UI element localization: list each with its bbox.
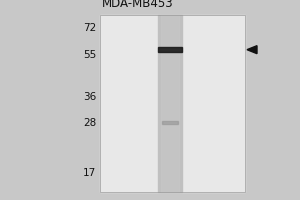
Bar [161, 15, 179, 192]
Text: 72: 72 [83, 23, 96, 33]
Polygon shape [247, 46, 257, 54]
Bar [100, 15, 245, 192]
Bar [158, 15, 182, 192]
Bar [158, 47, 182, 52]
Text: MDA-MB453: MDA-MB453 [102, 0, 174, 10]
Text: 28: 28 [83, 118, 96, 128]
Text: 55: 55 [83, 50, 96, 60]
Bar [162, 121, 178, 124]
Bar [100, 15, 245, 192]
Text: 17: 17 [83, 168, 96, 178]
Text: 36: 36 [83, 92, 96, 102]
